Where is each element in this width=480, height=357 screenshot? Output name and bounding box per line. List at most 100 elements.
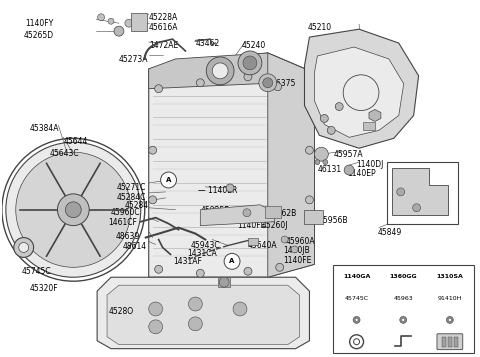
Polygon shape bbox=[392, 168, 448, 215]
Text: 4528O: 4528O bbox=[109, 307, 134, 316]
Polygon shape bbox=[268, 53, 314, 277]
Circle shape bbox=[344, 165, 354, 175]
Bar bbox=[303, 210, 324, 223]
Bar bbox=[454, 337, 458, 347]
Text: 1431CA: 1431CA bbox=[187, 250, 217, 258]
Circle shape bbox=[327, 126, 335, 134]
Circle shape bbox=[189, 297, 202, 311]
Text: 45745C: 45745C bbox=[22, 267, 51, 276]
Text: 1310SA: 1310SA bbox=[436, 274, 463, 279]
Text: 48614: 48614 bbox=[123, 241, 147, 251]
Bar bbox=[333, 265, 474, 353]
Text: 45960A: 45960A bbox=[286, 237, 315, 246]
Circle shape bbox=[65, 202, 81, 218]
Text: 1140FE: 1140FE bbox=[237, 221, 265, 230]
Circle shape bbox=[397, 188, 405, 196]
Text: 45644: 45644 bbox=[63, 137, 88, 146]
Text: 45228A: 45228A bbox=[149, 13, 178, 22]
FancyBboxPatch shape bbox=[437, 334, 463, 350]
Text: 1140FE: 1140FE bbox=[284, 256, 312, 265]
Circle shape bbox=[149, 196, 156, 204]
Circle shape bbox=[243, 209, 251, 217]
Polygon shape bbox=[200, 205, 275, 226]
Circle shape bbox=[206, 57, 234, 85]
Bar bbox=[387, 162, 458, 223]
Circle shape bbox=[134, 16, 140, 22]
Circle shape bbox=[149, 320, 163, 334]
Text: 45956B: 45956B bbox=[318, 216, 348, 225]
Text: 45260J: 45260J bbox=[262, 221, 288, 230]
Text: 45260: 45260 bbox=[364, 125, 388, 134]
Polygon shape bbox=[369, 110, 381, 121]
Text: 45960C: 45960C bbox=[111, 208, 141, 217]
Text: 45616A: 45616A bbox=[149, 23, 178, 32]
Text: 48639: 48639 bbox=[116, 232, 140, 241]
Polygon shape bbox=[314, 47, 404, 137]
Circle shape bbox=[155, 265, 163, 273]
Circle shape bbox=[224, 253, 240, 269]
Text: A: A bbox=[229, 258, 235, 264]
Circle shape bbox=[335, 102, 343, 111]
Text: 1461CF: 1461CF bbox=[108, 218, 137, 227]
Circle shape bbox=[323, 160, 328, 165]
Bar bbox=[131, 13, 147, 31]
Text: 45849: 45849 bbox=[378, 228, 402, 237]
Circle shape bbox=[161, 172, 177, 188]
Polygon shape bbox=[149, 53, 314, 277]
Text: 45284C: 45284C bbox=[117, 193, 146, 202]
Circle shape bbox=[149, 146, 156, 154]
Polygon shape bbox=[97, 277, 310, 349]
Circle shape bbox=[320, 115, 328, 122]
Circle shape bbox=[114, 26, 124, 36]
Circle shape bbox=[238, 51, 262, 75]
Circle shape bbox=[6, 142, 141, 277]
Circle shape bbox=[212, 63, 228, 79]
Text: 45210: 45210 bbox=[308, 23, 332, 32]
Text: 45384A: 45384A bbox=[30, 125, 59, 134]
Text: 1430JB: 1430JB bbox=[284, 246, 311, 256]
Circle shape bbox=[355, 318, 358, 321]
Text: 46375: 46375 bbox=[272, 79, 296, 88]
Text: 45925E: 45925E bbox=[200, 206, 229, 215]
Circle shape bbox=[400, 316, 407, 323]
Circle shape bbox=[149, 302, 163, 316]
Circle shape bbox=[314, 147, 328, 161]
Circle shape bbox=[315, 160, 320, 165]
Text: 45932B: 45932B bbox=[391, 170, 420, 179]
Bar bbox=[218, 277, 230, 287]
Text: 1140FY: 1140FY bbox=[25, 19, 53, 28]
Circle shape bbox=[305, 196, 313, 204]
Circle shape bbox=[274, 83, 282, 91]
Text: 45323B: 45323B bbox=[339, 101, 369, 110]
Text: 1431AF: 1431AF bbox=[174, 257, 203, 266]
Circle shape bbox=[97, 14, 105, 21]
Bar bbox=[442, 337, 446, 347]
Circle shape bbox=[291, 246, 298, 253]
Circle shape bbox=[196, 269, 204, 277]
Circle shape bbox=[19, 242, 29, 252]
Circle shape bbox=[353, 316, 360, 323]
Circle shape bbox=[244, 267, 252, 275]
Circle shape bbox=[448, 318, 451, 321]
Circle shape bbox=[446, 316, 453, 323]
Text: 45240: 45240 bbox=[242, 41, 266, 50]
Text: 45640A: 45640A bbox=[248, 241, 277, 250]
Circle shape bbox=[244, 73, 252, 81]
Circle shape bbox=[263, 78, 273, 88]
Bar bbox=[448, 337, 452, 347]
Polygon shape bbox=[149, 53, 314, 89]
Circle shape bbox=[226, 184, 234, 192]
Text: 45265D: 45265D bbox=[24, 31, 53, 40]
Text: 1140GA: 1140GA bbox=[343, 274, 370, 279]
Circle shape bbox=[243, 56, 257, 70]
Circle shape bbox=[16, 152, 131, 267]
Bar bbox=[363, 122, 375, 130]
Text: 1140EP: 1140EP bbox=[347, 169, 376, 178]
Bar bbox=[248, 237, 258, 246]
Text: 1339GA: 1339GA bbox=[399, 218, 429, 227]
Text: 1360GG: 1360GG bbox=[389, 274, 417, 279]
Polygon shape bbox=[304, 29, 419, 148]
Text: 45643C: 45643C bbox=[49, 149, 79, 158]
Text: 45284: 45284 bbox=[125, 201, 149, 210]
Text: 45943C: 45943C bbox=[191, 241, 220, 250]
